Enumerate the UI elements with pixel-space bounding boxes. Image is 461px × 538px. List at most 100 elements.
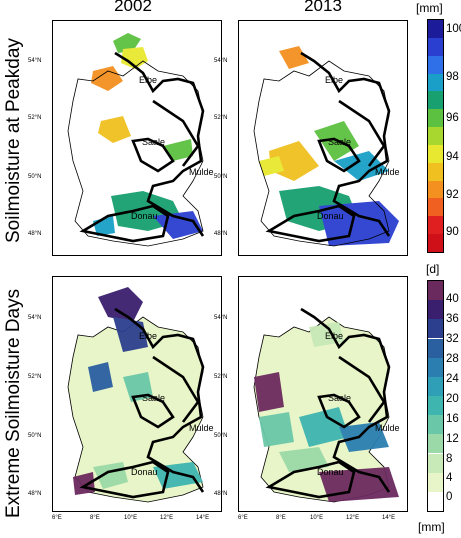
lon-tick-12-right: 12°E	[346, 515, 360, 521]
colorbar-bottom-label-4: 4	[446, 472, 453, 484]
bottom-unit: [mm]	[418, 520, 445, 534]
colorbar-bottom-unit: [d]	[426, 262, 440, 276]
colorbar-bottom-label-40: 40	[446, 293, 459, 305]
colorbar-segment	[428, 73, 443, 92]
colorbar-bottom-label-32: 32	[446, 333, 459, 345]
germany-map	[253, 307, 399, 503]
colorbar-segment	[428, 281, 443, 301]
colorbar-segment	[428, 144, 443, 163]
lat-tick-52-top-right: 52°N	[214, 115, 228, 121]
colorbar-segment	[428, 396, 443, 416]
map-panel-peakday-2013: Elbe Saale Mulde Donau	[238, 20, 408, 256]
river-label-elbe: Elbe	[139, 331, 158, 341]
colorbar-bottom-label-8: 8	[446, 453, 453, 465]
map-panel-peakday-2002: Elbe Saale Mulde Donau	[52, 20, 222, 256]
lon-tick-12-left: 12°E	[160, 515, 174, 521]
germany-map	[67, 33, 205, 247]
column-title-2013: 2013	[304, 0, 342, 15]
river-label-mulde: Mulde	[375, 423, 400, 433]
river-label-donau: Donau	[317, 211, 344, 221]
colorbar-top-label-92: 92	[446, 189, 459, 201]
river-label-mulde: Mulde	[189, 423, 214, 433]
lon-tick-8-left: 8°E	[90, 515, 100, 521]
colorbar-segment	[428, 415, 443, 435]
colorbar-bottom-label-0: 0	[446, 491, 453, 503]
colorbar-bottom-label-16: 16	[446, 413, 459, 425]
colorbar-segment	[428, 234, 443, 252]
lon-tick-8-right: 8°E	[276, 515, 286, 521]
lon-tick-14-right: 14°E	[382, 515, 396, 521]
column-title-2002: 2002	[114, 0, 152, 15]
colorbar-segment	[428, 20, 443, 38]
colorbar-segment	[428, 162, 443, 181]
colorbar-top-label-96: 96	[446, 112, 459, 124]
lat-tick-54-bottom-left: 54°N	[28, 315, 42, 321]
river-label-donau: Donau	[317, 467, 344, 477]
river-label-donau: Donau	[131, 211, 158, 221]
colorbar-bottom-label-12: 12	[446, 433, 459, 445]
lon-tick-6-right: 6°E	[238, 515, 248, 521]
lat-tick-48-top-left: 48°N	[28, 231, 42, 237]
colorbar-segment	[428, 198, 443, 217]
colorbar-segment	[428, 319, 443, 339]
colorbar-bottom-label-28: 28	[446, 353, 459, 365]
lat-tick-54-top-left: 54°N	[28, 58, 42, 64]
river-label-saale: Saale	[328, 137, 352, 147]
river-label-elbe: Elbe	[139, 75, 158, 85]
colorbar-segment	[428, 453, 443, 473]
colorbar-segment	[428, 55, 443, 74]
map-panel-extreme-2002: Elbe Saale Mulde Donau	[52, 276, 222, 512]
river-label-donau: Donau	[131, 467, 158, 477]
lat-tick-54-bottom-right: 54°N	[214, 315, 228, 321]
colorbar-segment	[428, 376, 443, 396]
colorbar-top	[427, 19, 444, 253]
river-label-saale: Saale	[142, 393, 166, 403]
river-label-mulde: Mulde	[375, 167, 400, 177]
colorbar-segment	[428, 338, 443, 358]
river-label-elbe: Elbe	[325, 331, 344, 341]
lat-tick-50-top-left: 50°N	[28, 174, 42, 180]
lat-tick-52-bottom-right: 52°N	[214, 374, 228, 380]
lat-tick-52-top-left: 52°N	[28, 115, 42, 121]
lat-tick-50-bottom-right: 50°N	[214, 433, 228, 439]
colorbar-segment	[428, 434, 443, 454]
colorbar-bottom-label-20: 20	[446, 393, 459, 405]
colorbar-segment	[428, 37, 443, 56]
river-label-saale: Saale	[328, 393, 352, 403]
row-title-extreme-days: Extreme Soilmoisture Days	[3, 288, 24, 518]
colorbar-segment	[428, 127, 443, 145]
colorbar-segment	[428, 357, 443, 377]
lon-tick-6-left: 6°E	[52, 515, 62, 521]
colorbar-segment	[428, 472, 443, 492]
lat-tick-52-bottom-left: 52°N	[28, 374, 42, 380]
lat-tick-54-top-right: 54°N	[214, 58, 228, 64]
lat-tick-48-bottom-left: 48°N	[28, 491, 42, 497]
colorbar-top-label-94: 94	[446, 151, 459, 163]
colorbar-segment	[428, 109, 443, 128]
lon-tick-14-left: 14°E	[196, 515, 210, 521]
colorbar-segment	[428, 300, 443, 320]
lat-tick-48-top-right: 48°N	[214, 231, 228, 237]
lat-tick-50-bottom-left: 50°N	[28, 433, 42, 439]
map-panel-extreme-2013: Elbe Saale Mulde Donau	[238, 276, 408, 512]
row-title-peakday: Soilmoisture at Peakday	[3, 38, 24, 243]
colorbar-segment	[428, 180, 443, 199]
river-label-mulde: Mulde	[189, 167, 214, 177]
colorbar-top-label-90: 90	[446, 226, 459, 238]
colorbar-top-unit: [mm]	[416, 1, 443, 15]
colorbar-top-label-98: 98	[446, 71, 459, 83]
colorbar-bottom-label-36: 36	[446, 313, 459, 325]
germany-map	[253, 46, 399, 247]
lon-tick-10-left: 10°E	[124, 515, 138, 521]
river-label-saale: Saale	[142, 137, 166, 147]
colorbar-bottom	[427, 280, 444, 512]
lat-tick-50-top-right: 50°N	[214, 174, 228, 180]
colorbar-segment	[428, 216, 443, 235]
colorbar-segment	[428, 91, 443, 110]
colorbar-segment	[428, 491, 443, 511]
germany-map	[67, 287, 205, 503]
colorbar-top-label-100: 100	[446, 23, 461, 35]
river-label-elbe: Elbe	[325, 75, 344, 85]
lon-tick-10-right: 10°E	[310, 515, 324, 521]
colorbar-bottom-label-24: 24	[446, 373, 459, 385]
